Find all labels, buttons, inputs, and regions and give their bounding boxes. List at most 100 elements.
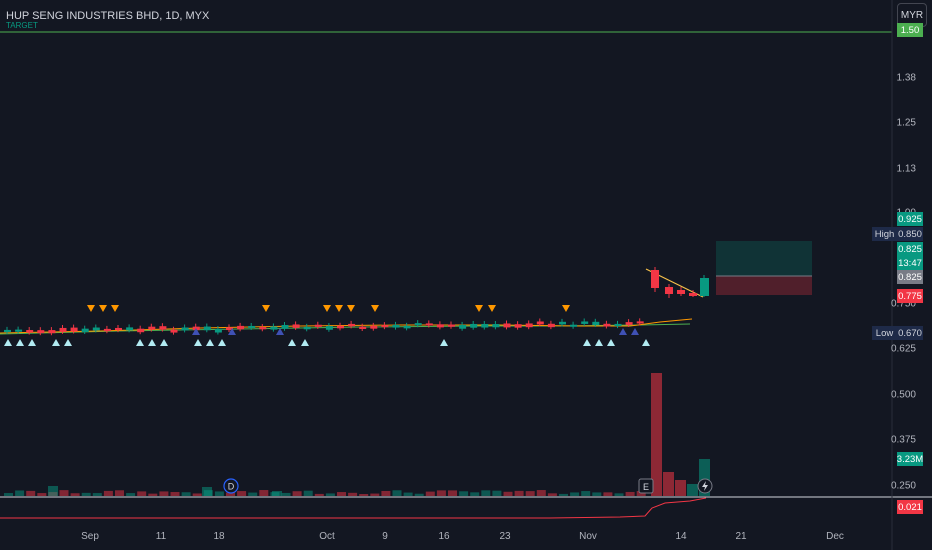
signal-up-marker (595, 339, 603, 346)
signal-down-marker (335, 305, 343, 312)
dividend-marker[interactable]: D (223, 478, 239, 494)
price-tick: 1.38 (896, 72, 916, 84)
signal-up-marker (194, 339, 202, 346)
date-label: Sep (81, 531, 99, 542)
candle (470, 323, 478, 328)
volume-bar (37, 493, 47, 496)
candle (651, 270, 659, 288)
date-label: 11 (155, 531, 167, 542)
price-tick: 0.250 (890, 480, 916, 492)
volume-bar (392, 490, 402, 496)
candle (59, 327, 67, 332)
candle (314, 324, 322, 327)
volume-bar (503, 491, 513, 496)
signal-up-marker (52, 339, 60, 346)
candle (436, 324, 444, 328)
volume-bar (248, 492, 258, 496)
volume-bar (687, 484, 698, 496)
candle (481, 323, 489, 328)
candle (636, 321, 644, 324)
signal-up-marker (206, 339, 214, 346)
volume-bar (92, 493, 102, 496)
volume-bar (103, 490, 113, 496)
volume-bar (675, 480, 686, 496)
candle (92, 327, 100, 331)
candle (525, 323, 533, 328)
volume-bar (325, 493, 335, 496)
volume-bar (370, 493, 380, 496)
date-label: 23 (499, 531, 511, 542)
candle (392, 324, 400, 328)
candle (15, 329, 23, 332)
entry-price-badge: 0.825 (897, 270, 923, 284)
candle (425, 323, 433, 326)
signal-up-marker (440, 339, 448, 346)
candle (48, 330, 56, 334)
volume-bars (4, 373, 710, 496)
candle (337, 325, 344, 329)
candle (325, 326, 333, 330)
countdown-badge: 13:47 (897, 256, 923, 270)
volume-bar (48, 486, 58, 496)
volume-bar (663, 472, 674, 496)
candle (665, 287, 673, 294)
candle (559, 321, 566, 325)
date-label: 16 (438, 531, 450, 542)
volume-badge: 3.23M (896, 452, 924, 466)
candle (459, 324, 467, 329)
candle (214, 329, 222, 333)
signal-up-marker (642, 339, 650, 346)
signal-up-marker (136, 339, 144, 346)
date-label: Dec (826, 531, 844, 542)
volume-bar (592, 492, 602, 496)
candle (547, 323, 555, 328)
volume-bar (614, 493, 624, 496)
candle (37, 330, 45, 334)
signal-up-marker (28, 339, 36, 346)
signal-markers (4, 305, 650, 346)
volume-bar (348, 492, 358, 496)
candle (26, 330, 34, 333)
price-tick: 0.375 (890, 434, 916, 446)
candle (137, 328, 145, 333)
signal-down-marker (488, 305, 496, 312)
candle (159, 326, 167, 330)
date-label: 21 (735, 531, 747, 542)
volume-bar (59, 490, 69, 496)
signal-up-marker (276, 328, 284, 335)
volume-bar (699, 459, 710, 496)
candle (348, 323, 356, 327)
signal-down-marker (262, 305, 270, 312)
volume-bar (337, 492, 346, 496)
signal-up-marker (583, 339, 591, 346)
volume-bar (625, 491, 635, 496)
lightning-marker[interactable] (697, 478, 713, 494)
position-tool[interactable] (716, 241, 812, 295)
symbol-title: HUP SENG INDUSTRIES BHD, 1D, MYX (6, 10, 210, 22)
signal-up-marker (64, 339, 72, 346)
low-label: Low (872, 326, 897, 340)
volume-bar (547, 493, 557, 496)
signal-up-marker (631, 328, 639, 335)
signal-down-marker (99, 305, 107, 312)
target-price-badge: 1.50 (897, 23, 923, 37)
volume-bar (314, 493, 324, 496)
volume-bar (536, 490, 546, 496)
candle (4, 329, 11, 333)
candle (581, 321, 589, 324)
signal-down-marker (111, 305, 119, 312)
candle (492, 324, 500, 328)
candle (514, 324, 522, 328)
earnings-marker[interactable]: E (638, 478, 654, 494)
loss-zone[interactable] (716, 276, 812, 295)
indicator-badge: 0.021 (897, 500, 923, 514)
signal-up-marker (218, 339, 226, 346)
profit-zone[interactable] (716, 241, 812, 276)
moving-average-orange (0, 318, 693, 334)
signal-down-marker (347, 305, 355, 312)
candle (292, 324, 300, 328)
volume-bar (137, 491, 147, 496)
candle (677, 290, 685, 294)
volume-bar (514, 490, 524, 496)
